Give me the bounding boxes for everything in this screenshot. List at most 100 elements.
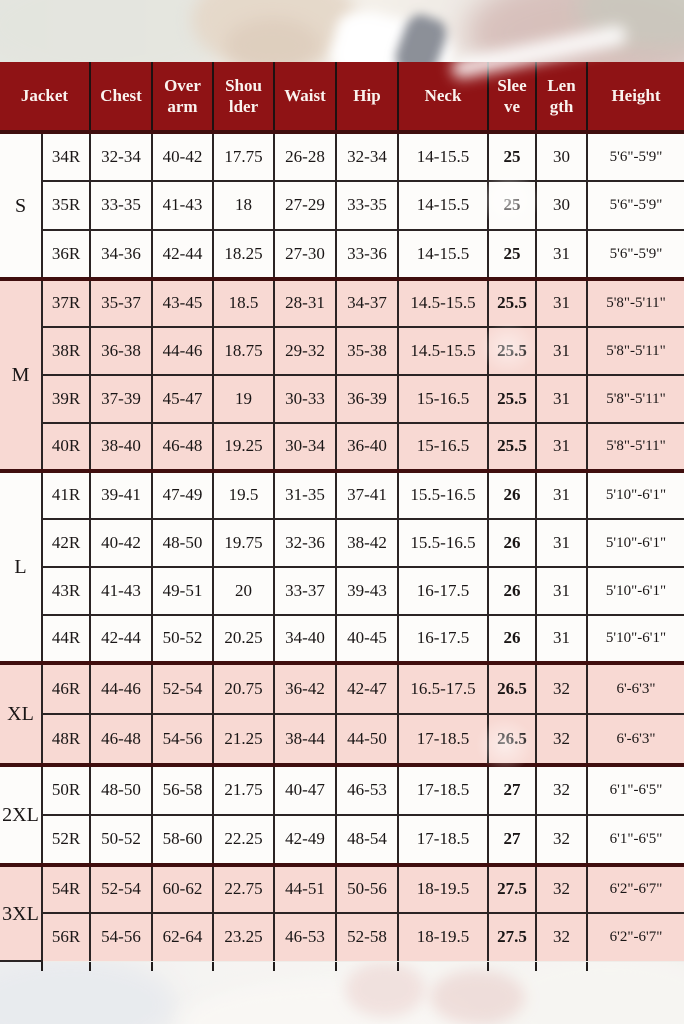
cell-height: 5'8"-5'11" bbox=[586, 277, 684, 328]
cell-over-arm: 40-42 bbox=[151, 130, 214, 182]
cell-shoulder: 20.75 bbox=[212, 661, 275, 715]
cell-waist: 31-35 bbox=[273, 469, 337, 520]
cell-length: 31 bbox=[535, 277, 588, 328]
cell-neck: 17-18.5 bbox=[397, 713, 489, 766]
cell-sleeve: 27.5 bbox=[487, 863, 537, 914]
cell-chest: 39-41 bbox=[89, 469, 153, 520]
cell-shoulder: 18.75 bbox=[212, 326, 275, 376]
cell-hip: 50-56 bbox=[335, 863, 399, 914]
cell-jacket: 42R bbox=[41, 518, 91, 568]
cell-chest: 44-46 bbox=[89, 661, 153, 715]
groom-photo-top bbox=[0, 0, 684, 62]
cell-over-arm: 60-62 bbox=[151, 863, 214, 914]
cell-length: 32 bbox=[535, 814, 588, 866]
cell-shoulder: 18.25 bbox=[212, 229, 275, 280]
cell-length: 31 bbox=[535, 469, 588, 520]
cell-over-arm: 43-45 bbox=[151, 277, 214, 328]
cell-neck: 16-17.5 bbox=[397, 614, 489, 664]
cell-hip: 32-34 bbox=[335, 130, 399, 182]
cell-hip: 36-39 bbox=[335, 374, 399, 424]
cell-length: 32 bbox=[535, 763, 588, 816]
cell-hip: 48-54 bbox=[335, 814, 399, 866]
size-row-34R: S 34R 32-34 40-42 17.75 26-28 32-34 14-15.5 25 30… bbox=[0, 130, 684, 280]
beard-shadow-blur bbox=[225, 18, 320, 62]
cell-jacket: 52R bbox=[41, 814, 91, 866]
cell-over-arm: 41-43 bbox=[151, 180, 214, 231]
cell-over-arm: 42-44 bbox=[151, 229, 214, 280]
cell-length: 32 bbox=[535, 661, 588, 715]
cell-neck: 15-16.5 bbox=[397, 374, 489, 424]
cell-height: 5'10"-6'1" bbox=[586, 566, 684, 616]
column-header-neck: Neck bbox=[397, 62, 489, 134]
cell-neck: 14-15.5 bbox=[397, 130, 489, 182]
cell-waist: 46-53 bbox=[273, 912, 337, 961]
column-header-jacket: Jacket bbox=[0, 62, 91, 134]
cell-shoulder: 23.25 bbox=[212, 912, 275, 961]
cell-hip: 36-40 bbox=[335, 422, 399, 472]
cell-height: 6'2"-6'7" bbox=[586, 912, 684, 961]
column-header-over-arm: Over arm bbox=[151, 62, 214, 134]
size-row-52R: 52R 50-52 58-60 22.25 42-49 48-54 17-18.5 27 32 6… bbox=[0, 814, 684, 866]
cell-waist: 42-49 bbox=[273, 814, 337, 866]
size-row-40R: 40R 38-40 46-48 19.25 30-34 36-40 15-16.5 25.5 3… bbox=[0, 422, 684, 472]
header-row: Jacket Chest Over arm Shou lder Waist Hip Neck… bbox=[0, 62, 684, 134]
cell-height: 5'6"-5'9" bbox=[586, 130, 684, 182]
cell-shoulder: 21.75 bbox=[212, 763, 275, 816]
cell-waist: 40-47 bbox=[273, 763, 337, 816]
cell-sleeve: 26 bbox=[487, 566, 537, 616]
size-row-50R: 2XL 50R 48-50 56-58 21.75 40-47 46-53 17-18.5 27… bbox=[0, 763, 684, 866]
cell-over-arm: 45-47 bbox=[151, 374, 214, 424]
cell-hip: 44-50 bbox=[335, 713, 399, 766]
cell-sleeve: 25.5 bbox=[487, 374, 537, 424]
cell-hip: 40-45 bbox=[335, 614, 399, 664]
cell-chest: 33-35 bbox=[89, 180, 153, 231]
cell-hip: 33-36 bbox=[335, 229, 399, 280]
cell-hip: 39-43 bbox=[335, 566, 399, 616]
size-group-label-3XL: 3XL bbox=[0, 863, 43, 962]
cell-shoulder: 19.5 bbox=[212, 469, 275, 520]
cell-height: 5'6"-5'9" bbox=[586, 229, 684, 280]
cell-height: 6'-6'3" bbox=[586, 661, 684, 715]
cell-chest: 42-44 bbox=[89, 614, 153, 664]
cell-jacket: 46R bbox=[41, 661, 91, 715]
column-header-sleeve: Slee ve bbox=[487, 62, 537, 134]
cell-waist: 32-36 bbox=[273, 518, 337, 568]
cell-shoulder: 19.75 bbox=[212, 518, 275, 568]
cell-sleeve: 27.5 bbox=[487, 912, 537, 961]
cell-waist: 36-42 bbox=[273, 661, 337, 715]
cell-sleeve: 25 bbox=[487, 180, 537, 231]
cell-hip: 38-42 bbox=[335, 518, 399, 568]
cell-waist: 29-32 bbox=[273, 326, 337, 376]
cell-over-arm: 44-46 bbox=[151, 326, 214, 376]
cell-over-arm: 54-56 bbox=[151, 713, 214, 766]
cell-shoulder: 20.25 bbox=[212, 614, 275, 664]
cell-sleeve: 26 bbox=[487, 518, 537, 568]
cell-neck: 15-16.5 bbox=[397, 422, 489, 472]
size-row-54R: 3XL 54R 52-54 60-62 22.75 44-51 50-56 18-19.5 27… bbox=[0, 863, 684, 962]
cell-chest: 50-52 bbox=[89, 814, 153, 866]
cell-neck: 15.5-16.5 bbox=[397, 518, 489, 568]
cell-jacket: 37R bbox=[41, 277, 91, 328]
size-row-42R: 42R 40-42 48-50 19.75 32-36 38-42 15.5-16.5 26 3… bbox=[0, 518, 684, 568]
cell-neck: 14.5-15.5 bbox=[397, 326, 489, 376]
cell-length: 31 bbox=[535, 518, 588, 568]
cell-chest: 41-43 bbox=[89, 566, 153, 616]
cell-over-arm: 46-48 bbox=[151, 422, 214, 472]
cell-sleeve: 26 bbox=[487, 469, 537, 520]
cell-shoulder: 22.25 bbox=[212, 814, 275, 866]
cell-chest: 40-42 bbox=[89, 518, 153, 568]
cell-length: 32 bbox=[535, 713, 588, 766]
cell-height: 5'6"-5'9" bbox=[586, 180, 684, 231]
cell-sleeve: 26 bbox=[487, 614, 537, 664]
size-table-body: S 34R 32-34 40-42 17.75 26-28 32-34 14-15.5 25 30… bbox=[0, 130, 684, 962]
white-overlay bbox=[0, 962, 684, 1024]
cell-chest: 36-38 bbox=[89, 326, 153, 376]
cell-hip: 34-37 bbox=[335, 277, 399, 328]
cell-shoulder: 19 bbox=[212, 374, 275, 424]
cell-hip: 52-58 bbox=[335, 912, 399, 961]
cell-height: 5'10"-6'1" bbox=[586, 614, 684, 664]
cell-height: 6'1"-6'5" bbox=[586, 814, 684, 866]
cell-shoulder: 17.75 bbox=[212, 130, 275, 182]
cell-over-arm: 48-50 bbox=[151, 518, 214, 568]
size-row-41R: L 41R 39-41 47-49 19.5 31-35 37-41 15.5-16.5 26 3… bbox=[0, 469, 684, 664]
